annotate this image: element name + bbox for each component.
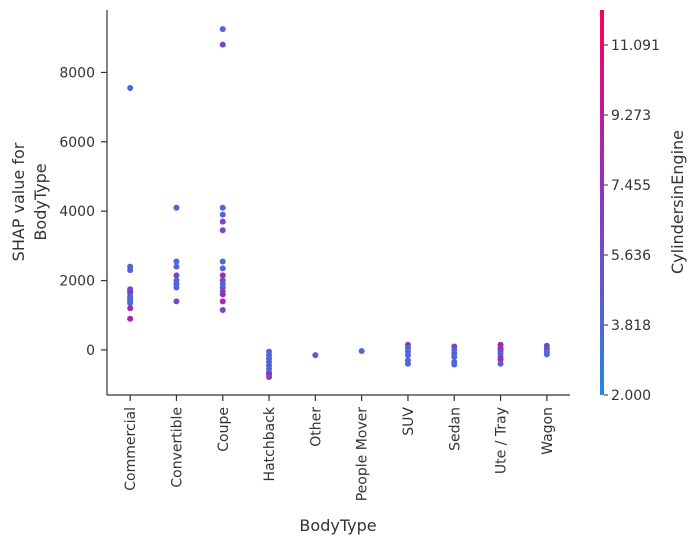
scatter-point: [219, 218, 226, 225]
x-ticks: Commercial Convertible Coupe Hatchback Other…: [123, 395, 556, 501]
x-tick-label: Coupe: [216, 407, 232, 452]
scatter-point: [404, 352, 411, 359]
scatter-point: [173, 258, 180, 265]
scatter-point: [127, 85, 134, 92]
scatter-point: [127, 267, 134, 274]
x-tick-label: Convertible: [169, 407, 185, 488]
x-tick-label: Wagon: [540, 407, 556, 455]
x-tick-label: Commercial: [123, 407, 139, 491]
y-tick-label: 8000: [59, 65, 95, 81]
scatter-point: [127, 315, 134, 322]
scatter-point: [173, 204, 180, 211]
x-tick-label: SUV: [401, 407, 417, 436]
scatter-point: [451, 353, 458, 360]
colorbar-tick-label: 11.091: [611, 38, 660, 54]
scatter-point: [127, 300, 134, 307]
colorbar-tick-label: 7.455: [611, 178, 651, 194]
scatter-point: [266, 373, 273, 380]
scatter-point: [497, 356, 504, 363]
colorbar-ticks: 2.000 3.818 5.636 7.455 9.273 11.091: [604, 38, 660, 404]
scatter-point: [312, 352, 319, 359]
x-tick-label: Hatchback: [262, 406, 278, 481]
scatter-point: [219, 227, 226, 234]
y-tick-label: 0: [86, 343, 95, 359]
x-tick-label: Ute / Tray: [494, 407, 510, 474]
scatter-point: [219, 26, 226, 33]
scatter-point: [219, 298, 226, 305]
scatter-point: [219, 204, 226, 211]
scatter-point: [219, 307, 226, 314]
scatter-point: [219, 272, 226, 279]
scatter-point: [497, 360, 504, 367]
colorbar-tick-label: 5.636: [611, 248, 651, 264]
y-tick-label: 6000: [59, 135, 95, 151]
scatter-point: [173, 272, 180, 279]
y-ticks: 0 2000 4000 6000 8000: [59, 65, 107, 359]
scatter-point: [173, 263, 180, 270]
colorbar-label: CylindersinEngine: [668, 130, 687, 274]
scatter-point: [219, 258, 226, 265]
colorbar-tick-label: 9.273: [611, 108, 651, 124]
x-axis-title: BodyType: [299, 516, 376, 535]
y-axis-title-line1: SHAP value for: [9, 142, 28, 261]
scatter-point: [173, 284, 180, 291]
scatter-point: [127, 305, 134, 312]
x-tick-label: Sedan: [447, 407, 463, 451]
y-tick-label: 4000: [59, 204, 95, 220]
scatter-point: [404, 360, 411, 367]
colorbar-tick-label: 3.818: [611, 318, 651, 334]
scatter-points: [127, 26, 550, 380]
scatter-point: [173, 298, 180, 305]
colorbar: [600, 10, 604, 395]
scatter-point: [358, 347, 365, 354]
scatter-point: [451, 361, 458, 368]
scatter-point: [219, 41, 226, 48]
scatter-point: [219, 211, 226, 218]
colorbar-tick-label: 2.000: [611, 388, 651, 404]
x-tick-label: Other: [308, 407, 324, 447]
scatter-point: [219, 265, 226, 272]
scatter-point: [543, 351, 550, 358]
scatter-point: [219, 291, 226, 298]
x-tick-label: People Mover: [355, 407, 371, 502]
y-axis-title-line2: BodyType: [31, 163, 50, 240]
y-tick-label: 2000: [59, 274, 95, 290]
